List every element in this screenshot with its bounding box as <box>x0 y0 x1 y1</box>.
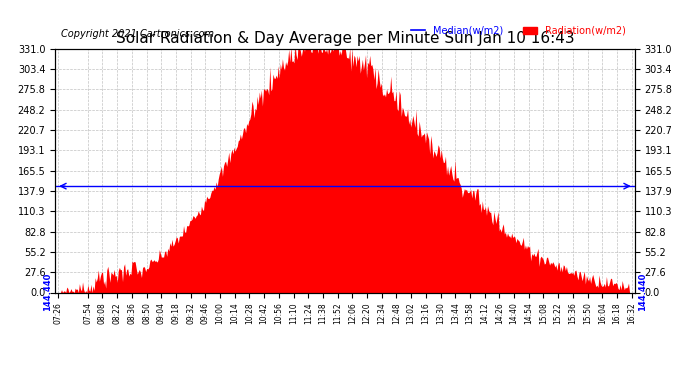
Text: Copyright 2021 Cartronics.com: Copyright 2021 Cartronics.com <box>61 29 214 39</box>
Title: Solar Radiation & Day Average per Minute Sun Jan 10 16:43: Solar Radiation & Day Average per Minute… <box>116 31 574 46</box>
Text: 144.440: 144.440 <box>638 273 647 311</box>
Text: 144.440: 144.440 <box>43 273 52 311</box>
Legend: Median(w/m2), Radiation(w/m2): Median(w/m2), Radiation(w/m2) <box>407 22 630 40</box>
